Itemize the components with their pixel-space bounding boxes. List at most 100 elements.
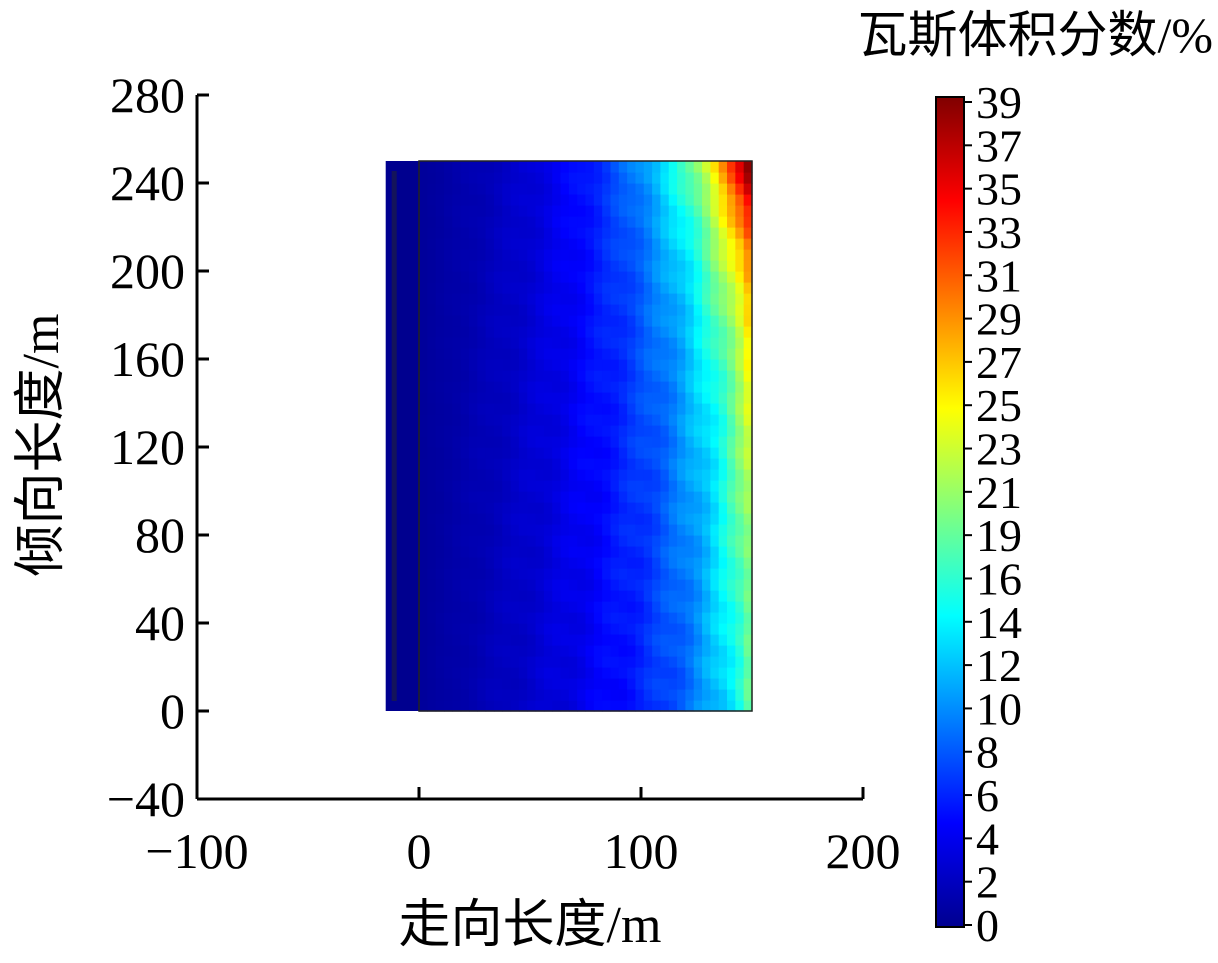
heatmap-cell	[427, 238, 437, 250]
heatmap-cell	[452, 491, 462, 503]
heatmap-cell	[593, 205, 603, 217]
heatmap-cell	[660, 689, 670, 701]
heatmap-cell	[693, 183, 703, 195]
heatmap-cell	[652, 370, 662, 382]
heatmap-cell	[419, 183, 428, 195]
heatmap-cell	[419, 205, 428, 217]
heatmap-cell	[518, 161, 528, 173]
heatmap-cell	[610, 238, 620, 250]
heatmap-cell	[677, 623, 686, 635]
heatmap-cell	[419, 502, 428, 514]
heatmap-cell	[427, 348, 437, 360]
heatmap-cell	[493, 678, 503, 690]
heatmap-cell	[527, 425, 537, 437]
heatmap-cell	[668, 172, 678, 184]
heatmap-cell	[610, 172, 620, 184]
colorbar-tick-label: 39	[976, 77, 1022, 128]
heatmap-cell	[710, 557, 720, 569]
heatmap-cell	[543, 194, 553, 206]
heatmap-cell	[485, 579, 495, 591]
heatmap-cell	[527, 227, 537, 239]
heatmap-cell	[477, 403, 487, 415]
heatmap-cell	[677, 227, 686, 239]
heatmap-cell	[535, 645, 545, 657]
heatmap-cell	[685, 502, 695, 514]
heatmap-cell	[727, 227, 736, 239]
heatmap-cell	[419, 216, 428, 228]
heatmap-cell	[693, 293, 703, 305]
heatmap-cell	[693, 689, 703, 701]
heatmap-cell	[468, 260, 478, 272]
heatmap-cell	[435, 645, 445, 657]
heatmap-cell	[435, 183, 445, 195]
heatmap-cell	[427, 227, 437, 239]
heatmap-cell	[460, 557, 470, 569]
heatmap-cell	[660, 447, 670, 459]
heatmap-cell	[727, 579, 736, 591]
y-tick-label: 280	[110, 67, 185, 123]
heatmap-cell	[493, 590, 503, 602]
heatmap-cell	[718, 172, 728, 184]
heatmap-cell	[602, 678, 612, 690]
heatmap-cell	[685, 359, 695, 371]
heatmap-cell	[593, 337, 603, 349]
heatmap-cell	[652, 326, 662, 338]
heatmap-cell	[560, 249, 570, 261]
heatmap-cell	[627, 612, 637, 624]
heatmap-cell	[610, 634, 620, 646]
heatmap-cell	[743, 161, 753, 173]
heatmap-cell	[727, 337, 736, 349]
heatmap-cell	[468, 249, 478, 261]
heatmap-cell	[468, 425, 478, 437]
heatmap-cell	[702, 271, 711, 283]
heatmap-cell	[577, 183, 587, 195]
heatmap-cell	[610, 557, 620, 569]
heatmap-cell	[743, 678, 753, 690]
heatmap-cell	[602, 161, 612, 173]
heatmap-cell	[743, 183, 753, 195]
heatmap-cell	[585, 634, 595, 646]
heatmap-cell	[485, 634, 495, 646]
heatmap-cell	[693, 480, 703, 492]
heatmap-cell	[477, 161, 487, 173]
heatmap-cell	[452, 480, 462, 492]
heatmap-cell	[735, 238, 745, 250]
heatmap-cell	[677, 304, 686, 316]
heatmap-cell	[552, 425, 562, 437]
heatmap-cell	[527, 590, 537, 602]
heatmap-cell	[610, 480, 620, 492]
heatmap-cell	[652, 447, 662, 459]
heatmap-cell	[419, 656, 428, 668]
heatmap-cell	[468, 304, 478, 316]
heatmap-cell	[435, 348, 445, 360]
heatmap-cell	[593, 458, 603, 470]
heatmap-cell	[535, 227, 545, 239]
heatmap-cell	[452, 502, 462, 514]
heatmap-cell	[535, 623, 545, 635]
heatmap-cell	[577, 447, 587, 459]
heatmap-cell	[560, 447, 570, 459]
heatmap-cell	[702, 623, 711, 635]
heatmap-cell	[660, 579, 670, 591]
heatmap-cell	[743, 623, 753, 635]
heatmap-cell	[593, 425, 603, 437]
heatmap-cell	[618, 238, 628, 250]
heatmap-cell	[577, 612, 587, 624]
heatmap-cell	[427, 634, 437, 646]
heatmap-cell	[452, 601, 462, 613]
heatmap-cell	[443, 216, 453, 228]
heatmap-cell	[593, 491, 603, 503]
heatmap-cell	[652, 612, 662, 624]
heatmap-cell	[577, 326, 587, 338]
heatmap-cell	[577, 348, 587, 360]
heatmap-cell	[602, 293, 612, 305]
heatmap-cell	[552, 700, 562, 712]
heatmap-cell	[543, 183, 553, 195]
heatmap-cell	[552, 535, 562, 547]
heatmap-cell	[527, 172, 537, 184]
heatmap-cell	[460, 315, 470, 327]
heatmap-cell	[502, 458, 512, 470]
heatmap-cell	[452, 557, 462, 569]
heatmap-cell	[585, 425, 595, 437]
heatmap-cell	[668, 436, 678, 448]
